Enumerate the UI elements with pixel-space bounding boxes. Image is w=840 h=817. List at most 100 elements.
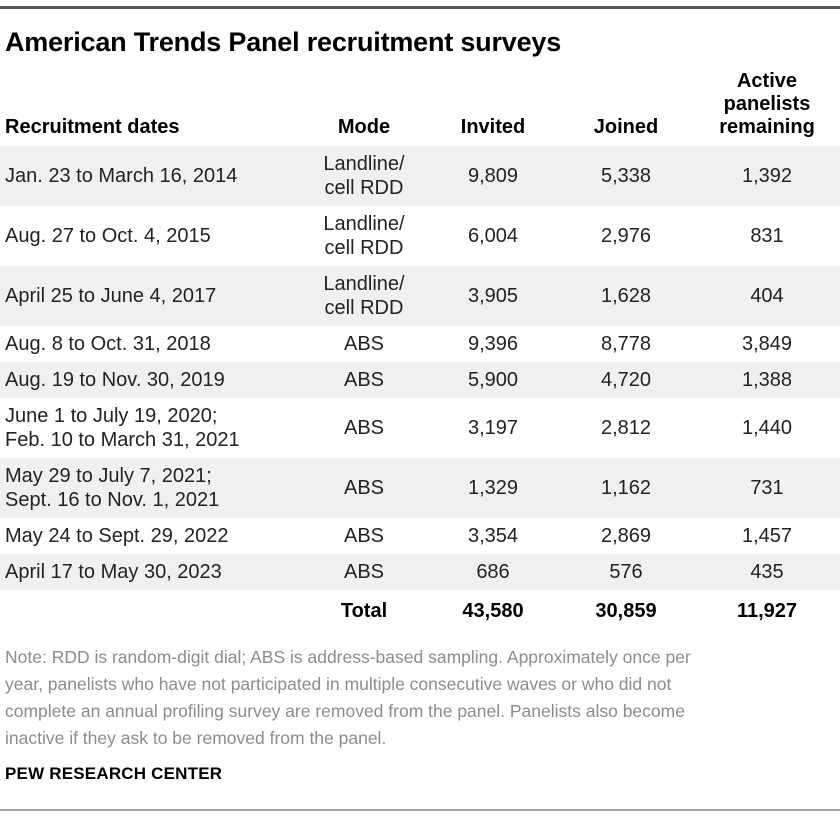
joined-cell: 2,812 [558,398,694,458]
mode-cell: ABS [300,326,428,362]
bottom-rule [0,809,840,811]
note-line: inactive if they ask to be removed from … [5,728,387,748]
joined-cell-line: 2,976 [600,225,652,247]
recruitment-dates-cell-line: Aug. 8 to Oct. 31, 2018 [5,333,211,355]
joined-cell: 8,778 [558,326,694,362]
joined-cell-line: 2,812 [600,417,652,439]
column-header-joined-line: Joined [593,116,659,138]
remaining-cell-line: 1,440 [741,417,793,439]
column-header-joined: Joined [558,70,694,146]
total-joined: 30,859 [558,590,694,630]
header-row: Recruitment dates Mode Invited Joined Active… [0,70,840,146]
remaining-cell: 3,849 [694,326,840,362]
table-row: Aug. 19 to Nov. 30, 2019 ABS 5,900 4,720 1,3… [0,362,840,398]
invited-cell-line: 9,396 [467,333,519,355]
recruitment-dates-cell-line: Jan. 23 to March 16, 2014 [5,165,238,187]
total-invited: 43,580 [428,590,558,630]
mode-cell-line: cell RDD [324,297,404,319]
recruitment-dates-cell: May 29 to July 7, 2021; Sept. 16 to Nov. … [0,458,300,518]
recruitment-dates-cell-line: April 25 to June 4, 2017 [5,285,217,307]
mode-cell: ABS [300,518,428,554]
table-header: Recruitment dates Mode Invited Joined Active… [0,70,840,146]
joined-cell: 1,628 [558,266,694,326]
table-body: Jan. 23 to March 16, 2014 Landline/cell R… [0,146,840,630]
total-remaining: 11,927 [694,590,840,630]
joined-cell-line: 1,162 [600,477,652,499]
note-line: complete an annual profiling survey are … [5,701,685,721]
column-header-invited: Invited [428,70,558,146]
page-title: American Trends Panel recruitment survey… [5,27,562,57]
invited-cell-line: 3,905 [467,285,519,307]
table-row: May 24 to Sept. 29, 2022 ABS 3,354 2,869 1,4… [0,518,840,554]
total-invited-line: 43,580 [462,600,524,622]
note-line: year, panelists who have not participate… [5,674,672,694]
invited-cell-line: 5,900 [467,369,519,391]
joined-cell-line: 8,778 [600,333,652,355]
remaining-cell: 404 [694,266,840,326]
column-header-recruitment-dates-line: Recruitment dates [5,116,180,138]
invited-cell: 9,396 [428,326,558,362]
invited-cell-line: 686 [476,561,510,583]
recruitment-dates-cell: Aug. 8 to Oct. 31, 2018 [0,326,300,362]
mode-cell: Landline/cell RDD [300,206,428,266]
table-row: May 29 to July 7, 2021; Sept. 16 to Nov. … [0,458,840,518]
column-header-recruitment-dates: Recruitment dates [0,70,300,146]
column-header-invited-line: Invited [460,116,526,138]
invited-cell-line: 6,004 [467,225,519,247]
recruitment-dates-cell-line: Aug. 27 to Oct. 4, 2015 [5,225,211,247]
remaining-cell-line: 404 [750,285,784,307]
invited-cell-line: 1,329 [467,477,519,499]
remaining-cell: 731 [694,458,840,518]
table-row: Jan. 23 to March 16, 2014 Landline/cell R… [0,146,840,206]
invited-cell: 6,004 [428,206,558,266]
invited-cell-line: 9,809 [467,165,519,187]
total-row: Total 43,580 30,859 11,927 [0,590,840,630]
remaining-cell: 1,440 [694,398,840,458]
remaining-cell: 1,388 [694,362,840,398]
column-header-active-panelists-remaining-line: Active [736,70,798,92]
invited-cell-line: 3,197 [467,417,519,439]
mode-cell-line: cell RDD [324,177,404,199]
mode-cell-line: ABS [343,525,385,547]
remaining-cell-line: 1,392 [741,165,793,187]
mode-cell-line: Landline/ [323,273,405,295]
remaining-cell: 831 [694,206,840,266]
recruitment-dates-cell: June 1 to July 19, 2020; Feb. 10 to March… [0,398,300,458]
table-row: Aug. 27 to Oct. 4, 2015 Landline/cell RDD… [0,206,840,266]
recruitment-dates-cell: April 17 to May 30, 2023 [0,554,300,590]
column-header-active-panelists-remaining: Active panelists remaining [694,70,840,146]
column-header-mode-line: Mode [337,116,391,138]
total-label-line: Total [340,600,388,622]
mode-cell-line: ABS [343,561,385,583]
invited-cell: 686 [428,554,558,590]
joined-cell-line: 5,338 [600,165,652,187]
recruitment-dates-cell: Jan. 23 to March 16, 2014 [0,146,300,206]
joined-cell: 576 [558,554,694,590]
recruitment-dates-cell-line: Sept. 16 to Nov. 1, 2021 [5,489,220,511]
table-row: April 17 to May 30, 2023 ABS 686 576 435 [0,554,840,590]
joined-cell: 5,338 [558,146,694,206]
total-empty-cell [0,590,300,630]
table-row: April 25 to June 4, 2017 Landline/cell RD… [0,266,840,326]
mode-cell-line: ABS [343,417,385,439]
mode-cell: ABS [300,362,428,398]
mode-cell-line: ABS [343,333,385,355]
invited-cell-line: 3,354 [467,525,519,547]
note-line: Note: RDD is random-digit dial; ABS is a… [5,647,691,667]
joined-cell-line: 1,628 [600,285,652,307]
recruitment-dates-cell: Aug. 27 to Oct. 4, 2015 [0,206,300,266]
mode-cell-line: Landline/ [323,153,405,175]
invited-cell: 3,905 [428,266,558,326]
invited-cell: 3,354 [428,518,558,554]
recruitment-dates-cell: May 24 to Sept. 29, 2022 [0,518,300,554]
joined-cell: 2,976 [558,206,694,266]
remaining-cell: 435 [694,554,840,590]
recruitment-dates-cell-line: June 1 to July 19, 2020; [5,405,218,427]
joined-cell: 2,869 [558,518,694,554]
remaining-cell-line: 1,388 [741,369,793,391]
remaining-cell-line: 3,849 [741,333,793,355]
joined-cell-line: 4,720 [600,369,652,391]
invited-cell: 3,197 [428,398,558,458]
recruitment-dates-cell: Aug. 19 to Nov. 30, 2019 [0,362,300,398]
table-row: Aug. 8 to Oct. 31, 2018 ABS 9,396 8,778 3,84… [0,326,840,362]
